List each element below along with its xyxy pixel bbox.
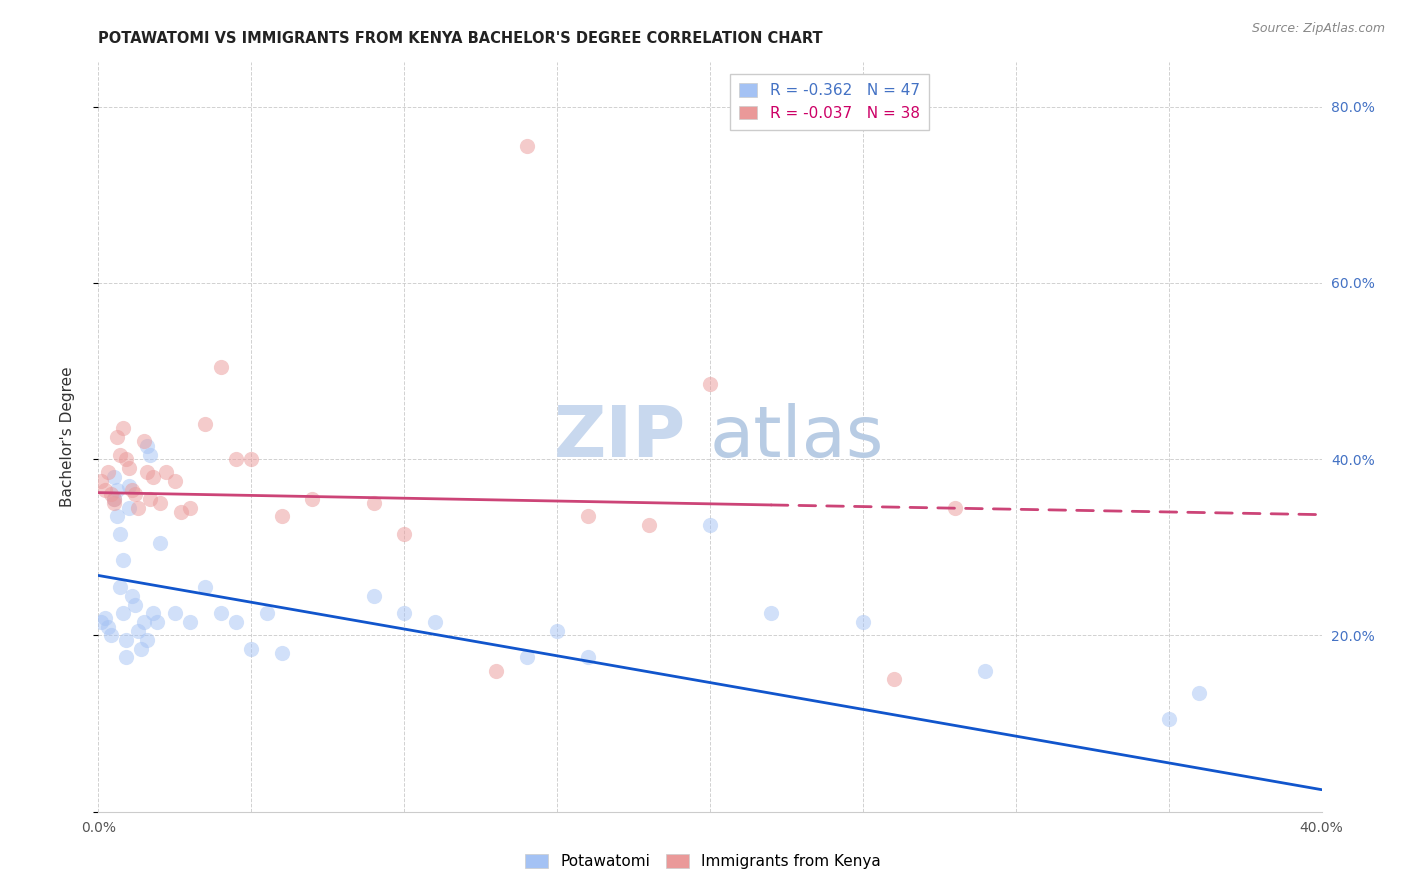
Point: [108, 580, 131, 594]
Point: [209, 607, 232, 621]
Point: [256, 607, 278, 621]
Point: [90, 474, 112, 488]
Text: ZIP: ZIP: [554, 402, 686, 472]
Legend: Potawatomi, Immigrants from Kenya: Potawatomi, Immigrants from Kenya: [519, 848, 887, 875]
Point: [115, 650, 138, 665]
Text: POTAWATOMI VS IMMIGRANTS FROM KENYA BACHELOR'S DEGREE CORRELATION CHART: POTAWATOMI VS IMMIGRANTS FROM KENYA BACH…: [98, 31, 823, 46]
Point: [121, 589, 143, 603]
Text: Source: ZipAtlas.com: Source: ZipAtlas.com: [1251, 22, 1385, 36]
Point: [115, 632, 138, 647]
Legend: R = -0.362   N = 47, R = -0.037   N = 38: R = -0.362 N = 47, R = -0.037 N = 38: [730, 74, 929, 130]
Point: [974, 664, 997, 678]
Point: [105, 509, 128, 524]
Point: [149, 496, 172, 510]
Point: [139, 491, 162, 506]
Point: [93, 483, 115, 497]
Point: [136, 439, 159, 453]
Point: [97, 466, 120, 480]
Point: [392, 607, 416, 621]
Point: [155, 466, 177, 480]
Point: [111, 553, 134, 567]
Point: [103, 469, 125, 483]
Point: [163, 607, 186, 621]
Point: [145, 615, 167, 630]
Point: [134, 434, 156, 449]
Point: [100, 628, 122, 642]
Point: [129, 641, 152, 656]
Point: [108, 527, 131, 541]
Point: [240, 641, 263, 656]
Point: [516, 139, 538, 153]
Point: [90, 615, 112, 630]
Point: [194, 580, 217, 594]
Point: [142, 469, 165, 483]
Point: [270, 509, 292, 524]
Point: [576, 509, 599, 524]
Point: [111, 607, 134, 621]
Point: [225, 452, 247, 467]
Point: [546, 624, 568, 638]
Point: [127, 500, 149, 515]
Point: [576, 650, 599, 665]
Point: [100, 487, 122, 501]
Point: [637, 518, 661, 533]
Point: [111, 421, 134, 435]
Point: [118, 461, 141, 475]
Point: [363, 496, 385, 510]
Point: [209, 359, 232, 374]
Point: [1188, 686, 1211, 700]
Point: [516, 650, 538, 665]
Point: [134, 615, 156, 630]
Point: [136, 466, 159, 480]
Point: [179, 615, 201, 630]
Point: [270, 646, 292, 660]
Point: [883, 673, 905, 687]
Point: [363, 589, 385, 603]
Point: [118, 500, 141, 515]
Point: [142, 607, 165, 621]
Point: [108, 448, 131, 462]
Point: [136, 632, 159, 647]
Point: [121, 483, 143, 497]
Point: [392, 527, 416, 541]
Point: [1157, 712, 1180, 726]
Point: [163, 474, 186, 488]
Point: [699, 377, 721, 392]
Y-axis label: Bachelor's Degree: Bachelor's Degree: [60, 367, 75, 508]
Point: [118, 478, 141, 492]
Point: [852, 615, 875, 630]
Point: [105, 483, 128, 497]
Point: [423, 615, 446, 630]
Point: [93, 611, 115, 625]
Point: [170, 505, 193, 519]
Point: [759, 607, 782, 621]
Point: [149, 536, 172, 550]
Point: [240, 452, 263, 467]
Point: [699, 518, 721, 533]
Point: [301, 491, 323, 506]
Point: [105, 430, 128, 444]
Point: [943, 500, 966, 515]
Point: [124, 598, 146, 612]
Text: atlas: atlas: [710, 402, 884, 472]
Point: [194, 417, 217, 431]
Point: [103, 491, 125, 506]
Point: [179, 500, 201, 515]
Point: [485, 664, 508, 678]
Point: [103, 491, 125, 506]
Point: [115, 452, 138, 467]
Point: [124, 487, 146, 501]
Point: [225, 615, 247, 630]
Point: [127, 624, 149, 638]
Point: [97, 619, 120, 633]
Point: [139, 448, 162, 462]
Point: [103, 496, 125, 510]
